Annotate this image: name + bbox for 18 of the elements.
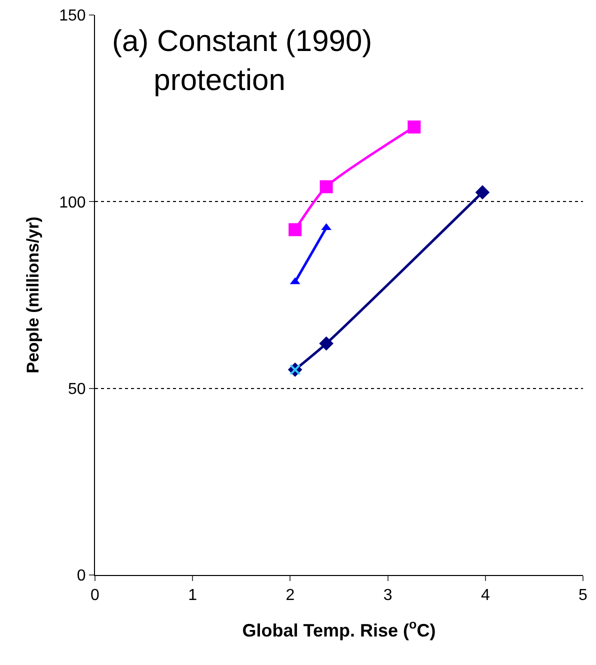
y-tick-label: 50 [68, 380, 86, 398]
y-tick-label: 150 [59, 8, 86, 25]
x-tick-label: 0 [90, 587, 100, 604]
point [319, 336, 334, 351]
x-tick-label: 2 [286, 587, 295, 604]
point [288, 223, 302, 236]
x-tick-label: 4 [480, 587, 490, 604]
point [408, 120, 421, 134]
y-tick-label: 0 [76, 568, 86, 585]
x-tick-label: 5 [578, 587, 588, 604]
x-axis-title: Global Temp. Rise ($^{o}$C) [242, 618, 436, 640]
point [475, 185, 490, 200]
text: (a) Constant (1990) protection [112, 25, 372, 97]
y-axis-title: People (millions/yr) [24, 216, 43, 374]
x-tick-label: 1 [188, 587, 198, 604]
y-tick-label: 100 [59, 194, 86, 212]
x-tick-label: 3 [383, 587, 392, 604]
point [320, 180, 333, 194]
